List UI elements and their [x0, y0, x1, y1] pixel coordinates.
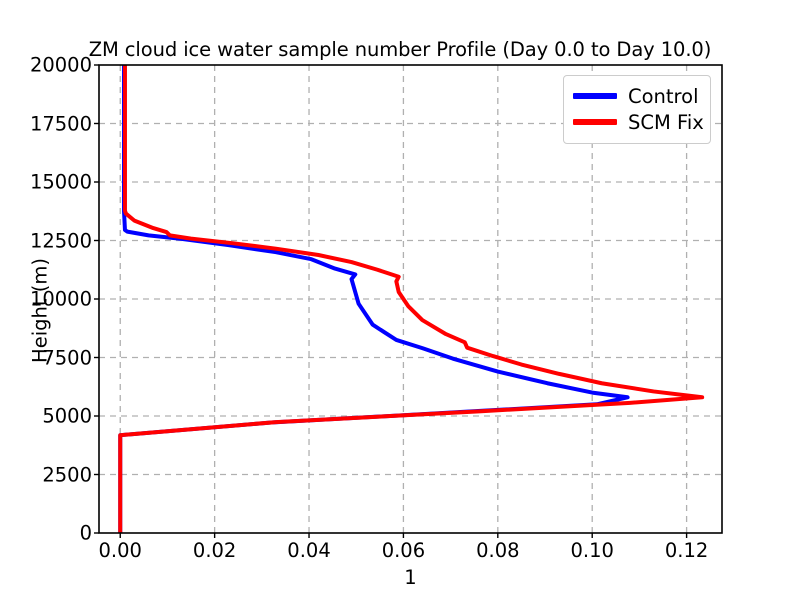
x-tick-label: 0.12 [664, 539, 709, 562]
legend-swatch-scm-fix [573, 119, 617, 125]
x-tick-label: 0.10 [570, 539, 614, 562]
series-line-scm-fix [118, 65, 705, 533]
x-tick-label: 0.06 [381, 539, 426, 562]
y-tick-label: 20000 [29, 53, 92, 77]
x-axis-label: 1 [404, 566, 417, 589]
y-tick-label: 2500 [42, 463, 92, 486]
x-tick-label: 0.02 [192, 539, 237, 562]
y-tick-label: 10000 [29, 287, 92, 311]
legend-item-control: Control [573, 83, 701, 109]
y-tick-label: 17500 [29, 112, 92, 135]
y-tick-label: 0 [79, 521, 92, 545]
y-tick-label: 12500 [29, 229, 92, 252]
axis-ticks [94, 64, 688, 538]
axes-spines [98, 64, 723, 534]
x-tick-label: 0.08 [476, 539, 520, 562]
legend-label-scm-fix: SCM Fix [628, 110, 704, 134]
chart-title: ZM cloud ice water sample number Profile… [88, 38, 712, 61]
legend-label-control: Control [628, 84, 699, 108]
legend-swatch-control [573, 93, 617, 99]
y-tick-label: 15000 [29, 170, 92, 194]
y-tick-label: 5000 [42, 404, 92, 428]
x-tick-label: 0.04 [287, 539, 331, 562]
legend-item-scm-fix: SCM Fix [573, 109, 704, 135]
y-axis-tick-labels: 0 2500 5000 7500 10000 12500 15000 17500 20000 [0, 0, 92, 600]
chart-legend: Control SCM Fix [563, 75, 711, 144]
x-tick-label: 0.00 [98, 539, 142, 562]
y-tick-label: 7500 [42, 346, 92, 369]
